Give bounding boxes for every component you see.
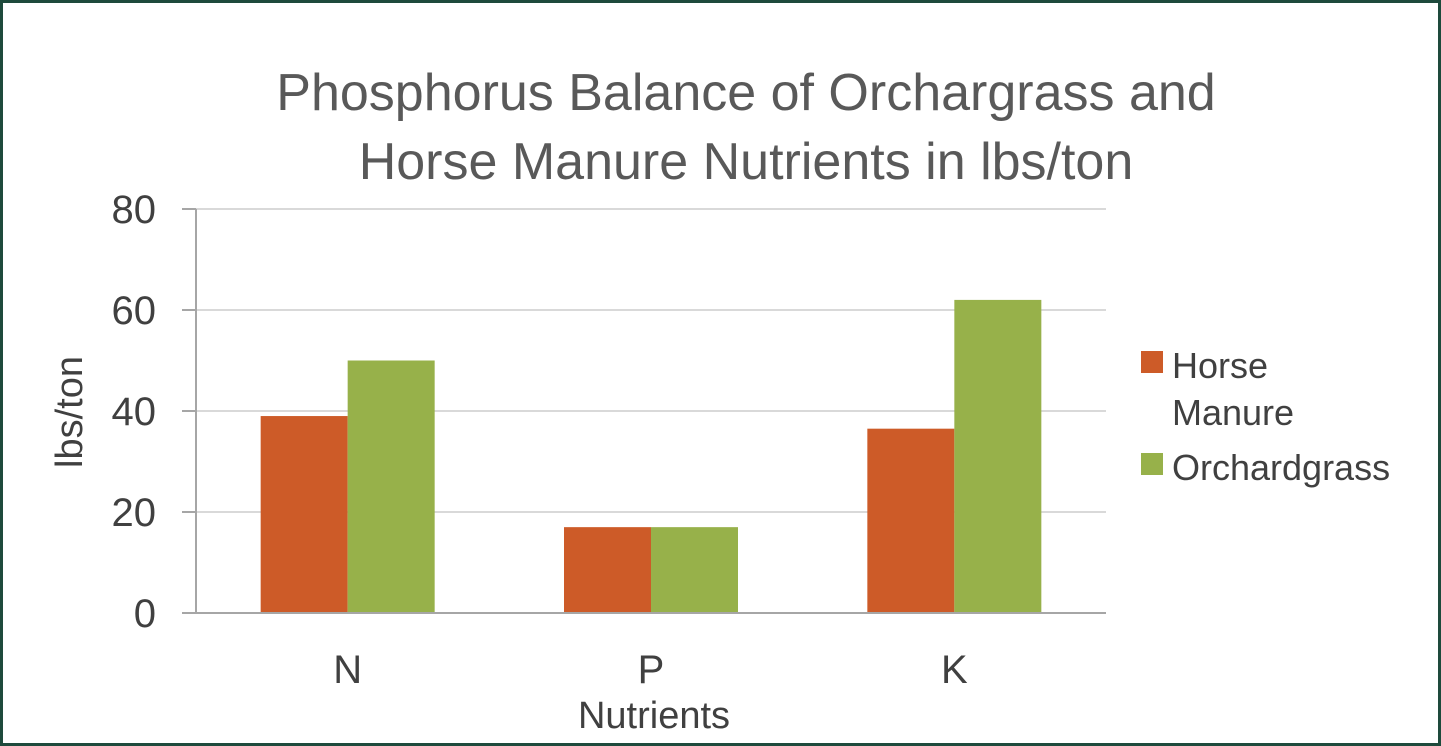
y-tick-label: 0	[134, 592, 156, 636]
bars	[260, 299, 1042, 613]
chart-title-line-1: Phosphorus Balance of Orchargrass and	[276, 64, 1215, 122]
bar-k-series-2	[954, 299, 1042, 613]
legend-swatch	[1141, 453, 1163, 475]
legend-swatch	[1141, 351, 1163, 373]
legend-label: Orchardgrass	[1172, 447, 1390, 488]
y-tick-labels: 0 20 40 60 80	[112, 188, 157, 636]
axes	[182, 208, 1106, 614]
x-tick-label: N	[333, 648, 362, 692]
bar-k-series-1	[867, 428, 955, 613]
x-tick-label: P	[638, 648, 665, 692]
legend-label: Manure	[1172, 392, 1294, 433]
bar-n-series-1	[260, 416, 348, 613]
chart-title-line-2: Horse Manure Nutrients in lbs/ton	[359, 133, 1134, 191]
y-tick-label: 20	[112, 491, 157, 535]
y-tick-label: 40	[112, 390, 157, 434]
chart-title: Phosphorus Balance of Orchargrass and Ho…	[276, 64, 1215, 191]
x-axis-title: Nutrients	[578, 695, 730, 737]
y-tick-label: 80	[112, 188, 157, 232]
legend-label: Horse	[1172, 345, 1268, 386]
legend: Horse Manure Orchardgrass	[1141, 345, 1390, 488]
y-axis-title: lbs/ton	[49, 356, 91, 468]
bar-p-series-2	[651, 527, 738, 613]
x-tick-label: K	[941, 648, 968, 692]
bar-n-series-2	[347, 360, 435, 613]
y-tick-label: 60	[112, 289, 157, 333]
bar-p-series-1	[564, 527, 651, 613]
